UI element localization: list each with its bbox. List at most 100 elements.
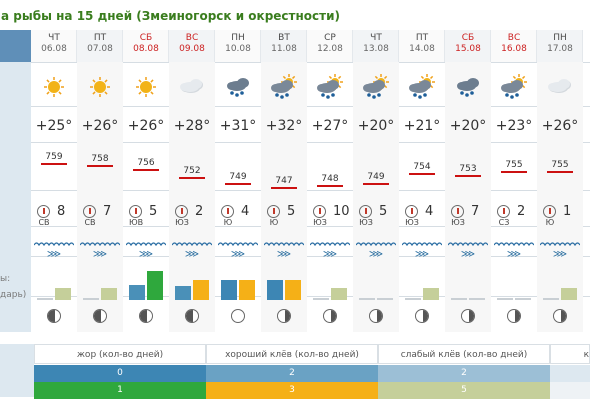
bite-bar-morning <box>405 298 421 300</box>
wind-direction: СВ <box>38 218 50 227</box>
weather-rain-icon <box>445 74 491 100</box>
wind-direction: ЮЗ <box>313 218 327 227</box>
bite-bars <box>537 262 583 300</box>
wind-speed: 5 <box>379 204 388 219</box>
moon-shadow <box>469 310 474 322</box>
bite-bar-morning <box>221 279 237 300</box>
wind-speed: 7 <box>471 204 480 219</box>
bite-bar-morning <box>83 298 99 300</box>
bite-bars <box>399 262 445 300</box>
water-waves-icon <box>537 240 583 248</box>
bite-bar-evening <box>377 298 393 300</box>
pressure: 749 <box>215 172 261 185</box>
legend-left-spacer <box>0 344 34 397</box>
weather-sunrain-icon <box>353 74 399 100</box>
day-date: 08.08 <box>133 44 159 54</box>
day-date: 14.08 <box>409 44 435 54</box>
fish-icon: ⋙ <box>92 249 108 260</box>
day-column: СБ 08.08 +26° 756 5 ЮВ ⋙ <box>123 30 169 332</box>
day-column: ПТ 14.08 +21° 754 4 ЮЗ ⋙ <box>399 30 445 332</box>
moon-full-icon <box>231 309 245 323</box>
bite-legend: жор (кол-во дней) хороший клёв (кол-во д… <box>0 344 590 415</box>
fish-icon: ⋙ <box>230 249 246 260</box>
moon-waxing-icon <box>47 309 61 323</box>
water-waves-icon <box>169 240 215 248</box>
moon-shadow <box>48 310 55 322</box>
moon-waning-icon <box>507 309 521 323</box>
pressure: 752 <box>169 166 215 179</box>
bite-bar-evening <box>193 279 209 300</box>
moon-shadow <box>561 310 566 322</box>
temperature: +20° <box>449 118 487 134</box>
bite-bars <box>77 262 123 300</box>
fish-icon: ⋙ <box>460 249 476 260</box>
water-waves-icon <box>353 240 399 248</box>
day-column: ПН 10.08 +31° 749 4 Ю ⋙ <box>215 30 261 332</box>
day-of-week: СБ <box>461 33 475 43</box>
day-header-band <box>169 30 215 62</box>
bite-bar-morning <box>497 298 513 300</box>
day-date: 17.08 <box>547 44 573 54</box>
weather-cloud-icon <box>169 74 215 100</box>
pressure-value: 758 <box>87 154 113 167</box>
pressure-value: 759 <box>41 152 67 165</box>
row-separator <box>31 296 590 297</box>
pressure-value: 749 <box>363 172 389 185</box>
wind-compass-icon <box>359 205 372 218</box>
legend-r2-strong: 1 <box>34 382 206 399</box>
wind-compass-icon <box>221 205 234 218</box>
day-column: ЧТ 06.08 +25° 759 8 СВ ⋙ <box>31 30 77 332</box>
row-separator <box>31 226 590 227</box>
fish-icon: ⋙ <box>322 249 338 260</box>
moon-shadow <box>186 310 193 322</box>
weather-sun-icon <box>31 74 77 100</box>
water-waves-icon <box>399 240 445 248</box>
wind-direction: ЮЗ <box>405 218 419 227</box>
bite-bars <box>491 262 537 300</box>
water-waves-icon <box>215 240 261 248</box>
bite-row-label: ы: <box>0 274 11 284</box>
day-column: СБ 15.08 +20° 753 7 ЮЗ ⋙ <box>445 30 491 332</box>
moon-shadow <box>515 310 520 322</box>
row-separator <box>31 62 590 63</box>
wind-compass-icon <box>497 205 510 218</box>
fish-icon: ⋙ <box>184 249 200 260</box>
bite-bar-morning <box>267 279 283 300</box>
moon-waning-icon <box>323 309 337 323</box>
wind-compass-icon <box>267 205 280 218</box>
temperature: +23° <box>495 118 533 134</box>
temperature: +20° <box>357 118 395 134</box>
fish-icon: ⋙ <box>414 249 430 260</box>
bite-bar-morning <box>313 298 329 300</box>
bite-bar-evening <box>55 288 71 300</box>
bite-bar-morning <box>129 284 145 300</box>
bite-bar-evening <box>331 288 347 300</box>
day-header-band <box>261 30 307 62</box>
pressure-value: 755 <box>547 160 573 173</box>
day-date: 15.08 <box>455 44 481 54</box>
day-header-band <box>353 30 399 62</box>
wind-speed: 10 <box>333 204 350 219</box>
temperature: +27° <box>311 118 349 134</box>
pressure-value: 756 <box>133 158 159 171</box>
moon-shadow <box>377 310 382 322</box>
left-label-column <box>0 62 31 332</box>
day-header-band <box>491 30 537 62</box>
day-column: ЧТ 13.08 +20° 749 5 ЮЗ ⋙ <box>353 30 399 332</box>
temperature: +31° <box>219 118 257 134</box>
wind-speed: 2 <box>517 204 526 219</box>
legend-r2-weak: 5 <box>378 382 550 399</box>
day-of-week: ПН <box>553 33 567 43</box>
temperature: +26° <box>81 118 119 134</box>
wind-compass-icon <box>543 205 556 218</box>
weather-sunrain-icon <box>261 74 307 100</box>
day-column: ПТ 07.08 +26° 758 7 СВ ⋙ <box>77 30 123 332</box>
day-date: 09.08 <box>179 44 205 54</box>
water-waves-icon <box>307 240 353 248</box>
pressure: 747 <box>261 176 307 189</box>
day-date: 16.08 <box>501 44 527 54</box>
pressure: 754 <box>399 162 445 175</box>
temperature: +21° <box>403 118 441 134</box>
moon-waning-icon <box>415 309 429 323</box>
legend-r1-more <box>550 365 590 382</box>
